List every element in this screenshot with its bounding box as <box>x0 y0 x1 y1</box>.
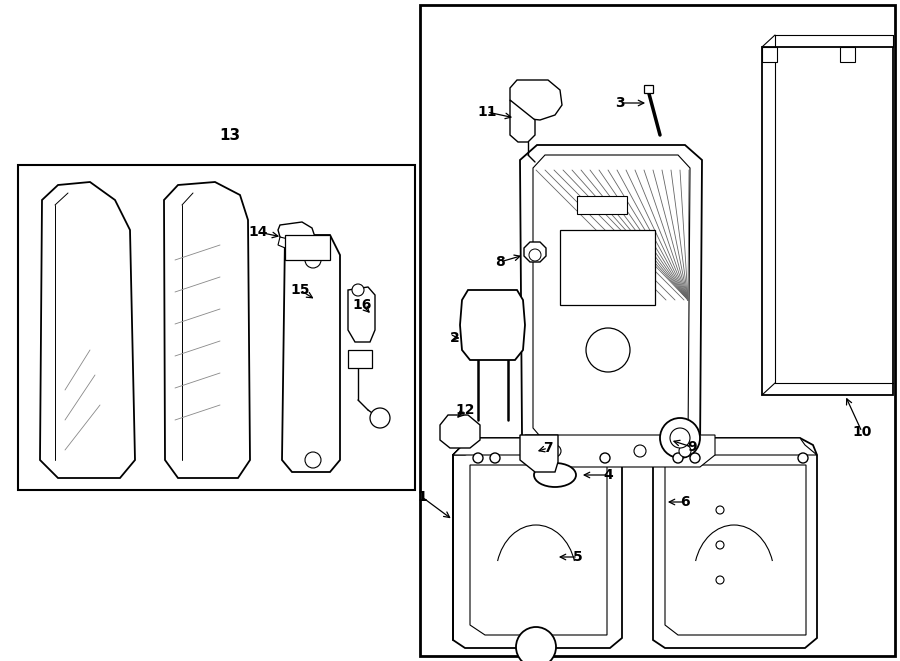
Text: 6: 6 <box>680 495 689 509</box>
Text: 13: 13 <box>220 128 240 143</box>
Text: 2: 2 <box>450 331 460 345</box>
Bar <box>577 196 627 214</box>
Polygon shape <box>40 182 135 478</box>
Polygon shape <box>525 435 715 467</box>
Polygon shape <box>453 438 480 455</box>
Circle shape <box>529 249 541 261</box>
Polygon shape <box>164 182 250 478</box>
Polygon shape <box>453 438 622 648</box>
Circle shape <box>600 453 610 463</box>
Polygon shape <box>510 100 535 142</box>
Circle shape <box>473 453 483 463</box>
Bar <box>420 5 895 656</box>
Text: 12: 12 <box>455 403 475 417</box>
Bar <box>348 350 372 368</box>
Circle shape <box>634 445 646 457</box>
Polygon shape <box>460 290 525 360</box>
Polygon shape <box>348 287 375 342</box>
Circle shape <box>305 452 321 468</box>
Polygon shape <box>282 235 340 472</box>
Polygon shape <box>653 438 817 455</box>
Polygon shape <box>440 415 480 448</box>
Circle shape <box>516 627 556 661</box>
Polygon shape <box>653 438 680 455</box>
Polygon shape <box>840 47 855 62</box>
Bar <box>560 230 655 305</box>
Polygon shape <box>762 47 893 395</box>
Circle shape <box>673 453 683 463</box>
Circle shape <box>798 453 808 463</box>
Text: 14: 14 <box>248 225 268 239</box>
Bar <box>285 235 330 260</box>
Circle shape <box>716 506 724 514</box>
Circle shape <box>352 284 364 296</box>
Polygon shape <box>644 85 653 93</box>
Polygon shape <box>524 242 546 262</box>
Circle shape <box>670 428 690 448</box>
Polygon shape <box>665 465 806 635</box>
Polygon shape <box>470 465 607 635</box>
Polygon shape <box>278 237 308 250</box>
Text: 8: 8 <box>495 255 505 269</box>
Circle shape <box>549 445 561 457</box>
Circle shape <box>490 453 500 463</box>
Polygon shape <box>510 80 562 120</box>
Text: 11: 11 <box>477 105 497 119</box>
Circle shape <box>586 328 630 372</box>
Polygon shape <box>653 438 817 648</box>
Text: 4: 4 <box>603 468 613 482</box>
Polygon shape <box>520 145 702 455</box>
Circle shape <box>370 408 390 428</box>
Text: 16: 16 <box>352 298 372 312</box>
Polygon shape <box>453 438 622 455</box>
Text: 10: 10 <box>852 425 872 439</box>
Ellipse shape <box>534 463 576 487</box>
Circle shape <box>716 541 724 549</box>
Text: 15: 15 <box>290 283 310 297</box>
Circle shape <box>690 453 700 463</box>
Circle shape <box>305 252 321 268</box>
Circle shape <box>660 418 700 458</box>
Text: 7: 7 <box>544 441 553 455</box>
Circle shape <box>679 445 691 457</box>
Text: 1: 1 <box>417 490 427 504</box>
Polygon shape <box>533 155 690 442</box>
Bar <box>18 165 415 490</box>
Polygon shape <box>278 222 315 244</box>
Polygon shape <box>762 47 777 62</box>
Text: 3: 3 <box>616 96 625 110</box>
Text: 5: 5 <box>573 550 583 564</box>
Circle shape <box>716 576 724 584</box>
Polygon shape <box>520 435 558 472</box>
Text: 9: 9 <box>688 440 697 454</box>
